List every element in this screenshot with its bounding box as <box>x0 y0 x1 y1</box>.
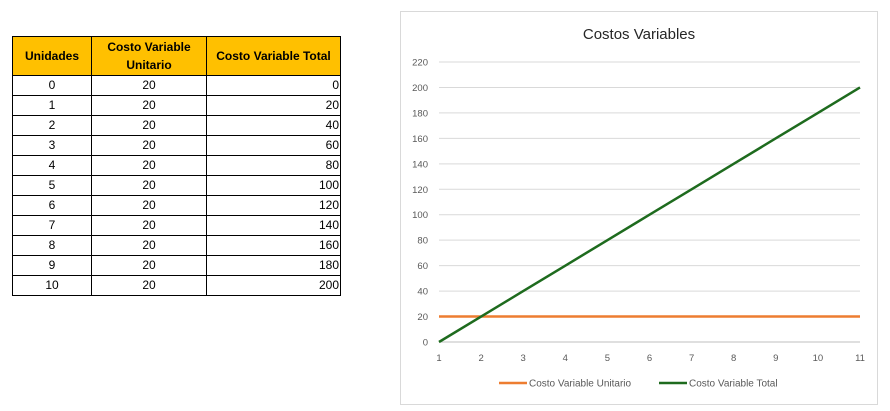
table-row: 0 20 0 <box>12 75 341 96</box>
cell-costo-total: 20 <box>206 95 341 116</box>
x-tick-label: 9 <box>773 353 778 364</box>
x-tick-label: 5 <box>605 353 610 364</box>
cell-unidades: 7 <box>12 215 92 236</box>
cell-costo-unitario: 20 <box>91 215 207 236</box>
cell-costo-total: 200 <box>206 275 341 296</box>
cell-unidades: 9 <box>12 255 92 276</box>
series-line-1 <box>438 86 861 344</box>
y-tick-label: 20 <box>417 312 428 323</box>
axis-labels: 0 20 40 60 80 100 120 140 160 180 200 220 1 2 3 4 5 6 7 8 9 1… <box>412 58 865 365</box>
series-lines <box>438 86 861 344</box>
x-tick-label: 11 <box>855 353 865 364</box>
table-body: 0 20 0 1 20 20 2 20 40 3 20 60 4 20 80 5 20 100 6 20 120 7 20 1… <box>12 75 341 296</box>
table-row: 8 20 160 <box>12 235 341 256</box>
cell-unidades: 5 <box>12 175 92 196</box>
cell-costo-unitario: 20 <box>91 75 207 96</box>
table-row: 6 20 120 <box>12 195 341 216</box>
y-tick-label: 100 <box>412 210 428 221</box>
cell-costo-total: 0 <box>206 75 341 96</box>
header-unidades: Unidades <box>12 36 92 76</box>
x-tick-label: 2 <box>478 353 483 364</box>
x-tick-label: 7 <box>689 353 694 364</box>
cell-unidades: 1 <box>12 95 92 116</box>
header-costo-variable-total: Costo Variable Total <box>206 36 341 76</box>
cell-costo-unitario: 20 <box>91 255 207 276</box>
cell-costo-unitario: 20 <box>91 155 207 176</box>
cell-costo-total: 120 <box>206 195 341 216</box>
cell-costo-unitario: 20 <box>91 115 207 136</box>
table-row: 3 20 60 <box>12 135 341 156</box>
table-row: 2 20 40 <box>12 115 341 136</box>
cell-costo-total: 180 <box>206 255 341 276</box>
x-tick-label: 10 <box>813 353 824 364</box>
cell-costo-unitario: 20 <box>91 235 207 256</box>
y-tick-label: 80 <box>417 236 428 247</box>
cell-unidades: 2 <box>12 115 92 136</box>
cell-costo-total: 140 <box>206 215 341 236</box>
x-tick-label: 4 <box>563 353 568 364</box>
gridlines <box>439 61 860 343</box>
legend: Costo Variable Unitario Costo Variable To… <box>499 379 778 390</box>
cell-costo-total: 100 <box>206 175 341 196</box>
cell-costo-unitario: 20 <box>91 195 207 216</box>
cell-unidades: 6 <box>12 195 92 216</box>
cell-costo-unitario: 20 <box>91 135 207 156</box>
cell-unidades: 3 <box>12 135 92 156</box>
legend-label-0: Costo Variable Unitario <box>529 379 632 390</box>
header-costo-variable-unitario: Costo Variable Unitario <box>91 36 207 76</box>
cell-costo-unitario: 20 <box>91 95 207 116</box>
y-tick-label: 120 <box>412 185 428 196</box>
table-row: 7 20 140 <box>12 215 341 236</box>
chart-container: Costos Variables 0 20 40 60 80 100 120 140 160 18… <box>400 11 878 405</box>
table-row: 10 20 200 <box>12 275 341 296</box>
cell-costo-unitario: 20 <box>91 175 207 196</box>
table-row: 9 20 180 <box>12 255 341 276</box>
x-tick-label: 3 <box>521 353 526 364</box>
cell-costo-unitario: 20 <box>91 275 207 296</box>
data-table: Unidades Costo Variable Unitario Costo V… <box>12 36 341 296</box>
cell-costo-total: 60 <box>206 135 341 156</box>
table-header-row: Unidades Costo Variable Unitario Costo V… <box>12 36 341 76</box>
table-row: 1 20 20 <box>12 95 341 116</box>
y-tick-label: 220 <box>412 58 428 69</box>
line-chart: Costos Variables 02040608010012014016018… <box>412 26 865 390</box>
chart-title: Costos Variables <box>583 26 695 43</box>
y-tick-label: 180 <box>412 108 428 119</box>
table-row: 5 20 100 <box>12 175 341 196</box>
y-tick-label: 140 <box>412 159 428 170</box>
cell-unidades: 8 <box>12 235 92 256</box>
y-tick-label: 200 <box>412 83 428 94</box>
cell-costo-total: 80 <box>206 155 341 176</box>
cell-unidades: 0 <box>12 75 92 96</box>
x-tick-label: 6 <box>647 353 652 364</box>
x-tick-label: 1 <box>436 353 441 364</box>
cell-costo-total: 40 <box>206 115 341 136</box>
legend-label-1: Costo Variable Total <box>689 379 778 390</box>
y-tick-label: 60 <box>417 261 428 272</box>
cell-unidades: 4 <box>12 155 92 176</box>
cell-unidades: 10 <box>12 275 92 296</box>
y-tick-label: 40 <box>417 287 428 298</box>
x-tick-label: 8 <box>731 353 736 364</box>
cell-costo-total: 160 <box>206 235 341 256</box>
table-row: 4 20 80 <box>12 155 341 176</box>
y-tick-label: 160 <box>412 134 428 145</box>
y-tick-label: 0 <box>423 338 428 349</box>
